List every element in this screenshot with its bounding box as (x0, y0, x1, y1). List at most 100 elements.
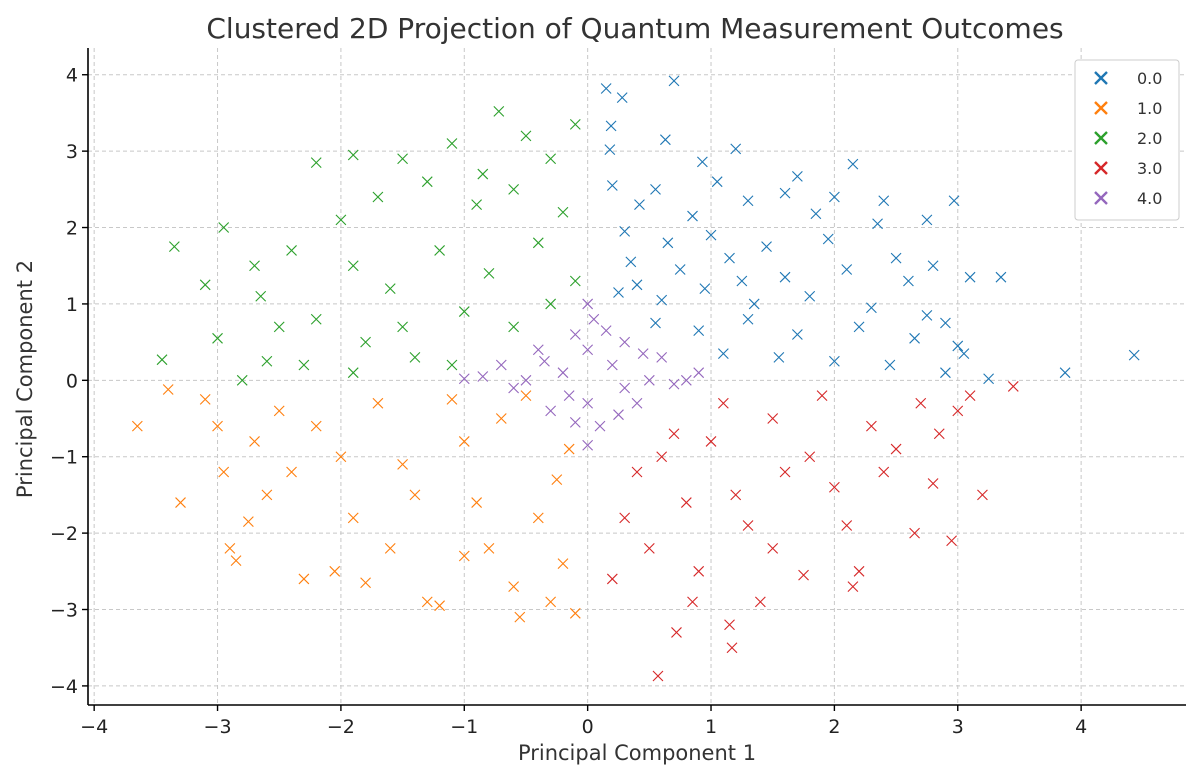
legend-marker (1094, 131, 1108, 145)
legend-item: 0.0 (1094, 69, 1162, 88)
data-point (569, 329, 581, 340)
data-point (471, 199, 483, 210)
data-point (421, 176, 433, 188)
data-point (773, 352, 785, 363)
data-point (286, 466, 297, 478)
data-point (397, 458, 408, 470)
y-tick-label: −2 (50, 523, 78, 545)
data-point (495, 413, 507, 424)
data-point (520, 390, 532, 401)
data-point (705, 229, 717, 241)
data-point (156, 354, 168, 366)
y-tick-label: 4 (66, 65, 78, 87)
data-point (847, 581, 859, 592)
legend-item: 1.0 (1094, 99, 1162, 118)
y-tick-label: −4 (50, 676, 78, 698)
data-point (650, 317, 661, 329)
x-tick-label: 3 (952, 716, 964, 738)
data-point (286, 245, 297, 256)
data-point (983, 373, 994, 385)
legend-marker (1094, 161, 1108, 175)
data-point (711, 176, 723, 188)
data-point (545, 596, 557, 608)
y-tick-label: 0 (66, 370, 78, 392)
legend-label: 3.0 (1137, 159, 1162, 178)
data-point (347, 367, 359, 379)
data-point (656, 451, 668, 463)
legend-box (1074, 59, 1180, 221)
data-point (236, 374, 248, 386)
data-point (273, 321, 285, 333)
data-point (224, 543, 236, 554)
data-point (616, 92, 628, 104)
data-point (687, 596, 698, 608)
data-point (952, 405, 964, 417)
data-point (613, 409, 624, 421)
tick-marks: −4 −3 −2 −1 0 1 2 3 4 −4 −3 −2 −1 0 1 2 3 4 (50, 65, 1087, 738)
y-axis-label: Principal Component 2 (13, 260, 37, 498)
data-point (878, 195, 890, 207)
data-point (921, 214, 933, 226)
data-point (600, 325, 612, 337)
data-point (847, 158, 859, 170)
data-point (798, 569, 809, 581)
data-point (582, 397, 594, 409)
data-point (631, 466, 643, 478)
data-point (958, 348, 970, 359)
data-point (726, 642, 738, 654)
data-point (705, 436, 717, 447)
data-point (514, 611, 526, 623)
data-point (557, 558, 569, 570)
data-point (671, 627, 682, 638)
data-point (841, 520, 853, 531)
data-point (1007, 381, 1019, 392)
x-tick-label: 4 (1075, 716, 1087, 738)
data-point (569, 416, 581, 428)
data-point (693, 325, 705, 337)
data-point (493, 106, 505, 117)
data-point (545, 298, 557, 310)
data-point (261, 489, 273, 501)
data-point (588, 313, 600, 325)
data-point (539, 355, 550, 367)
data-point (736, 275, 748, 287)
data-point (446, 394, 458, 405)
data-point (779, 466, 791, 478)
data-point (606, 180, 618, 191)
legend-marker (1094, 71, 1108, 85)
data-point (631, 397, 643, 409)
data-point (582, 298, 594, 310)
y-tick-label: −1 (50, 447, 78, 469)
data-point (483, 267, 495, 279)
data-point (903, 275, 914, 287)
data-point (952, 340, 964, 352)
data-point (816, 390, 828, 401)
x-tick-label: 1 (705, 716, 717, 738)
axes (87, 48, 1186, 706)
data-point (335, 214, 347, 226)
data-point (242, 516, 254, 528)
data-point (964, 390, 976, 401)
data-point (650, 183, 661, 195)
data-point (829, 191, 840, 203)
data-point (218, 466, 230, 478)
data-points-layer (131, 75, 1140, 682)
data-point (699, 283, 711, 295)
data-point (643, 374, 655, 386)
data-point (384, 543, 396, 554)
data-point (310, 313, 322, 325)
data-point (199, 279, 211, 291)
data-point (909, 527, 920, 539)
x-tick-label: −3 (204, 716, 232, 738)
data-point (890, 252, 902, 264)
data-point (810, 208, 822, 220)
data-point (582, 439, 594, 451)
legend-items: 0.0 1.0 2.0 3.0 4.0 (1094, 69, 1162, 208)
data-point (458, 373, 470, 385)
data-point (563, 443, 575, 455)
data-point (853, 565, 865, 577)
data-point (841, 264, 853, 275)
chart-title: Clustered 2D Projection of Quantum Measu… (206, 12, 1063, 45)
x-axis-label: Principal Component 1 (518, 741, 756, 765)
data-point (940, 317, 951, 329)
